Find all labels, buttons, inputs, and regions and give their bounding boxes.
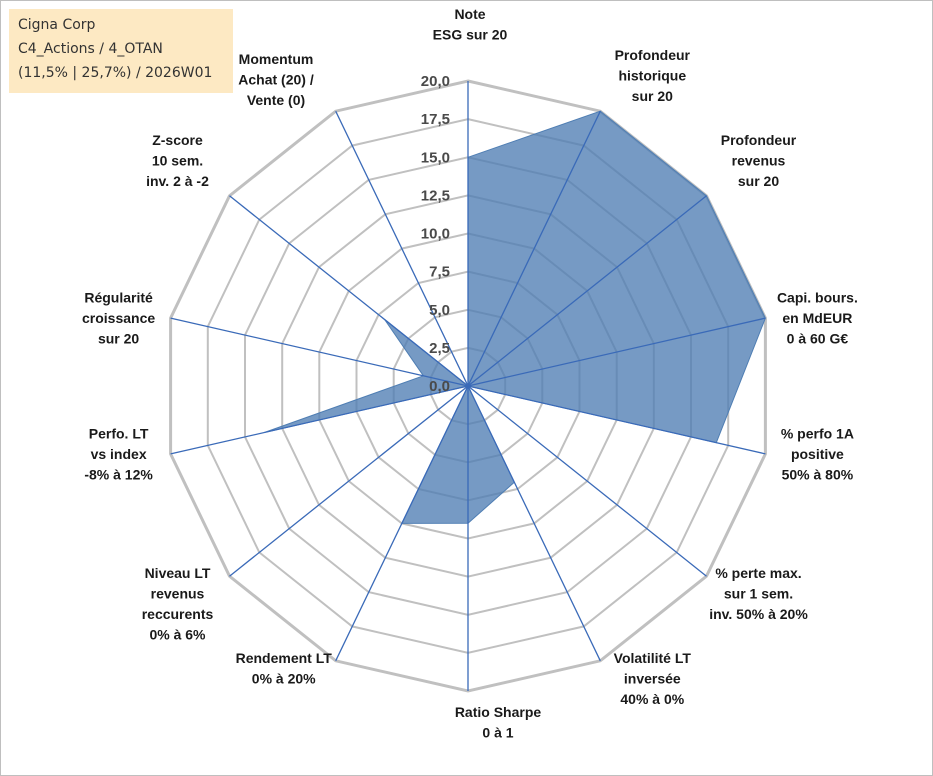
category-label-line: Volatilité LT	[614, 650, 692, 666]
radar-axes	[170, 81, 766, 691]
radial-axis	[467, 195, 707, 387]
category-label: Momentum Achat (20) / Vente (0)	[238, 51, 314, 108]
category-label-line: sur 1 sem.	[724, 586, 793, 602]
radar-series	[264, 110, 766, 524]
radial-axis	[170, 317, 469, 387]
radar-tick-labels: 0,0 2,5 5,0 7,5 10,0 12,5 15,0 17,5 20,0	[421, 73, 450, 395]
radial-axis	[335, 110, 469, 387]
tick-label: 5,0	[429, 302, 450, 319]
category-label-line: Momentum	[239, 51, 314, 67]
category-label-line: % perfo 1A	[781, 425, 854, 441]
category-label-line: vs index	[91, 446, 147, 462]
category-label-line: Vente (0)	[247, 92, 305, 108]
radial-axis	[170, 385, 469, 455]
category-label: Ratio Sharpe 0 à 1	[455, 704, 542, 741]
category-label-line: -8% à 12%	[84, 466, 153, 482]
category-label: Niveau LT revenus reccurents 0% à 6%	[142, 565, 214, 643]
category-label: Z-score 10 sem. inv. 2 à -2	[146, 132, 209, 189]
radial-axis	[467, 317, 766, 387]
category-label-line: historique	[618, 68, 686, 84]
category-label-line: 0 à 60 G€	[787, 331, 849, 347]
category-label: % perte max. sur 1 sem. inv. 50% à 20%	[709, 565, 808, 622]
category-label-line: en MdEUR	[782, 310, 852, 326]
category-label: Régularité croissance sur 20	[82, 290, 155, 347]
category-label-line: 0% à 6%	[149, 627, 206, 643]
radial-axis	[467, 110, 601, 387]
category-label-line: Profondeur	[615, 47, 691, 63]
category-label: Volatilité LT inversée 40% à 0%	[614, 650, 692, 707]
category-label-line: Note	[454, 6, 485, 22]
radial-axis	[467, 385, 707, 577]
radial-axis	[229, 195, 469, 387]
tick-label: 15,0	[421, 149, 450, 166]
category-label-line: sur 20	[632, 88, 673, 104]
radial-axis	[467, 385, 601, 662]
category-label: Note ESG sur 20	[433, 6, 508, 43]
category-label-line: 10 sem.	[152, 152, 203, 168]
tick-label: 7,5	[429, 264, 450, 281]
category-label-line: revenus	[732, 152, 786, 168]
tick-label: 0,0	[429, 378, 450, 395]
performance-week: (11,5% | 25,7%) / 2026W01	[18, 65, 213, 81]
category-label: Profondeur historique sur 20	[615, 47, 691, 104]
category-label-line: % perte max.	[715, 565, 801, 581]
category-label: Rendement LT 0% à 20%	[236, 650, 333, 687]
category-label-line: inv. 2 à -2	[146, 173, 209, 189]
category-label-line: 40% à 0%	[620, 691, 684, 707]
category-label-line: Ratio Sharpe	[455, 704, 542, 720]
tick-label: 2,5	[429, 340, 450, 357]
category-label-line: 0 à 1	[482, 725, 513, 741]
category-label-line: Achat (20) /	[238, 72, 314, 88]
tick-label: 10,0	[421, 226, 450, 243]
category-label-line: Régularité	[84, 290, 153, 306]
category-label-line: positive	[791, 446, 844, 462]
category-label-line: sur 20	[738, 173, 779, 189]
category-label: % perfo 1A positive 50% à 80%	[781, 425, 854, 482]
category-label: Perfo. LT vs index -8% à 12%	[84, 425, 153, 482]
radial-axis	[335, 385, 469, 662]
tick-label: 20,0	[421, 73, 450, 90]
category-label-line: croissance	[82, 310, 155, 326]
category-label-line: 50% à 80%	[782, 466, 854, 482]
radar-category-labels: Note ESG sur 20 Profondeur historique sur 20…	[82, 6, 858, 741]
category-label-line: Niveau LT	[145, 565, 211, 581]
category-label-line: Rendement LT	[236, 650, 333, 666]
category-label-line: Perfo. LT	[89, 425, 149, 441]
radial-axis	[229, 385, 469, 577]
category-label-line: 0% à 20%	[252, 670, 316, 686]
category-label-line: Capi. bours.	[777, 290, 858, 306]
tick-label: 12,5	[421, 187, 450, 204]
category-label-line: inv. 50% à 20%	[709, 606, 808, 622]
category-label: Profondeur revenus sur 20	[721, 132, 797, 189]
category-label-line: inversée	[624, 670, 681, 686]
company-name: Cigna Corp	[18, 17, 96, 33]
category-label-line: Z-score	[152, 132, 203, 148]
category-label: Capi. bours. en MdEUR 0 à 60 G€	[777, 290, 858, 347]
category-label-line: Profondeur	[721, 132, 797, 148]
radial-axis	[467, 385, 766, 455]
category-label-line: reccurents	[142, 606, 214, 622]
category-label-line: revenus	[151, 586, 205, 602]
category-label-line: ESG sur 20	[433, 27, 508, 43]
chart-header-box: Cigna Corp C4_Actions / 4_OTAN (11,5% | …	[9, 9, 233, 93]
category-label-line: sur 20	[98, 331, 139, 347]
tick-label: 17,5	[421, 111, 450, 128]
portfolio-category: C4_Actions / 4_OTAN	[18, 41, 163, 57]
